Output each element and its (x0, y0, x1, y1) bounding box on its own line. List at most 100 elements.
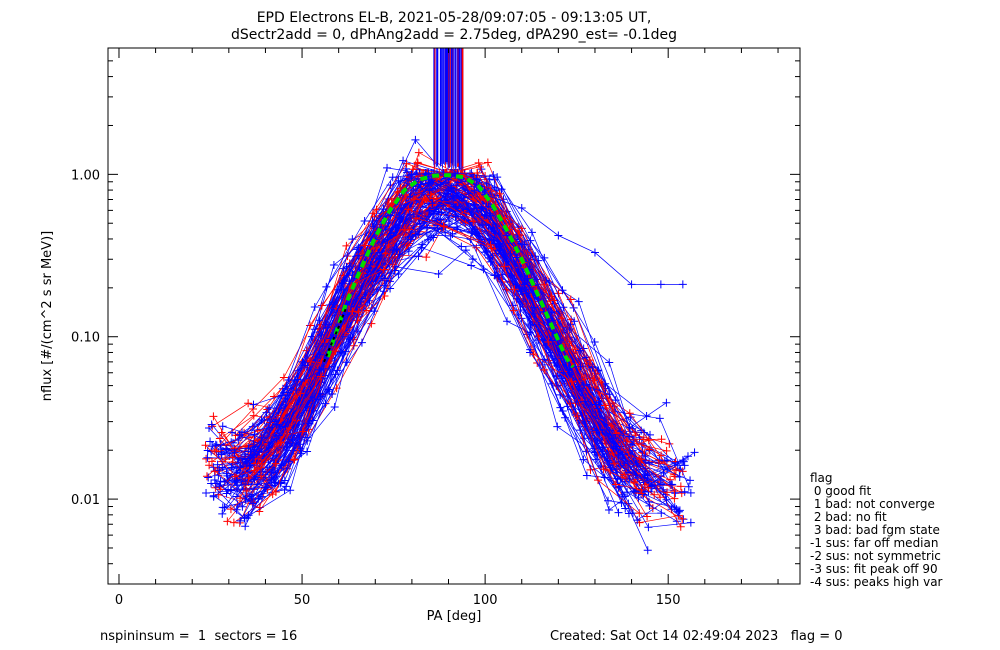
legend-item: -1 sus: far off median (810, 536, 938, 550)
data-point (662, 456, 671, 465)
data-point (245, 461, 254, 470)
data-point (407, 170, 416, 179)
fit-curve-alt (323, 307, 347, 363)
data-point (295, 440, 304, 449)
data-point (213, 460, 222, 469)
data-point (217, 450, 226, 459)
data-point (280, 476, 289, 485)
data-point (207, 479, 216, 488)
data-point (605, 390, 614, 399)
data-point (662, 398, 671, 407)
data-point (646, 430, 655, 439)
data-point (637, 485, 646, 494)
data-point (563, 392, 572, 401)
data-point (244, 399, 253, 408)
data-point (623, 488, 632, 497)
data-point (518, 240, 527, 249)
data-point (509, 306, 518, 315)
data-point (676, 522, 685, 531)
data-point (227, 428, 236, 437)
data-point (211, 467, 220, 476)
data-point (498, 270, 507, 279)
data-point (360, 216, 369, 225)
data-point (393, 187, 402, 196)
data-point (605, 358, 614, 367)
data-point (588, 362, 597, 371)
data-point (625, 409, 634, 418)
data-point (590, 248, 599, 257)
data-point (269, 392, 278, 401)
data-point (627, 280, 636, 289)
data-point (594, 476, 603, 485)
data-point (272, 420, 281, 429)
data-point (526, 236, 535, 245)
data-point (673, 507, 682, 516)
data-point (202, 454, 211, 463)
data-point (414, 230, 423, 239)
y-tick-label: 0.10 (71, 331, 100, 346)
data-point (585, 356, 594, 365)
data-point (406, 192, 415, 201)
data-point (207, 420, 216, 429)
data-point (656, 476, 665, 485)
data-point (488, 223, 497, 232)
data-point (579, 455, 588, 464)
data-point (644, 436, 653, 445)
data-point (611, 480, 620, 489)
data-point (240, 514, 249, 523)
data-point (643, 512, 652, 521)
data-point (404, 205, 413, 214)
data-point (516, 305, 525, 314)
data-point (223, 517, 232, 526)
data-point (656, 493, 665, 502)
data-point (493, 173, 502, 182)
data-point (648, 504, 657, 513)
legend-item: -2 sus: not symmetric (810, 549, 941, 563)
data-point (313, 395, 322, 404)
data-point (600, 473, 609, 482)
data-point (418, 240, 427, 249)
data-point (319, 364, 328, 373)
data-point (424, 168, 433, 177)
data-point (303, 361, 312, 370)
data-point (520, 276, 529, 285)
data-point (316, 372, 325, 381)
data-point (342, 241, 351, 250)
data-point (220, 477, 229, 486)
data-point (469, 217, 478, 226)
data-point (512, 253, 521, 262)
data-point (548, 336, 557, 345)
data-point (590, 337, 599, 346)
data-point (260, 483, 269, 492)
data-point (556, 403, 565, 412)
data-point (486, 240, 495, 249)
data-point (244, 444, 253, 453)
data-point (249, 400, 258, 409)
chart-subtitle: dSectr2add = 0, dPhAng2add = 2.75deg, dP… (231, 27, 677, 43)
data-point (380, 274, 389, 283)
data-point (467, 261, 476, 270)
data-point (242, 486, 251, 495)
data-point (257, 472, 266, 481)
data-point (386, 284, 395, 293)
data-point (650, 490, 659, 499)
data-point (241, 522, 250, 531)
data-point (432, 214, 441, 223)
data-point (241, 495, 250, 504)
data-point (201, 441, 210, 450)
legend-item: 2 bad: no fit (810, 510, 887, 524)
data-point (293, 375, 302, 384)
data-point (341, 347, 350, 356)
data-point (212, 447, 221, 456)
data-point (540, 365, 549, 374)
data-point (658, 480, 667, 489)
sweep (208, 215, 643, 504)
data-point (218, 509, 227, 518)
data-point (296, 389, 305, 398)
chart-title: EPD Electrons EL-B, 2021-05-28/09:07:05 … (257, 10, 652, 26)
data-point (686, 476, 695, 485)
data-point (678, 514, 687, 523)
data-point (202, 488, 211, 497)
data-point (645, 446, 654, 455)
